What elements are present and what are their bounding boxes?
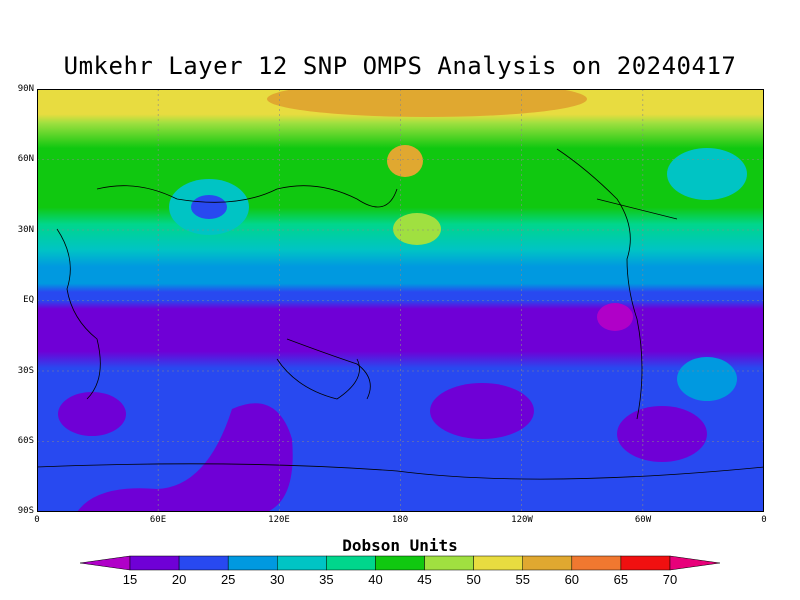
- lat-tick-label: 30N: [17, 225, 34, 235]
- colorbar-segment: [571, 555, 622, 571]
- arctic-high-region: [267, 89, 587, 117]
- colorbar-segment: [375, 555, 425, 571]
- lat-tick-label: 60S: [17, 436, 34, 446]
- lat-tick-label: 90N: [17, 84, 34, 94]
- colorbar-segment: [277, 555, 327, 571]
- atlantic-low-region: [667, 148, 747, 200]
- grid-lines: [37, 89, 764, 512]
- lon-tick-label: 180: [391, 515, 409, 525]
- lon-tick-label: 0: [34, 515, 40, 525]
- antarctic-min-region: [77, 403, 293, 512]
- colorbar: [79, 555, 721, 571]
- lat-tick-label: EQ: [23, 295, 34, 305]
- colorbar-segment: [227, 555, 278, 571]
- colorbar-level-label: 20: [171, 572, 187, 587]
- colorbar-segment: [129, 555, 180, 571]
- south-atlantic-high-region: [677, 357, 737, 401]
- south-indian-min-region: [58, 392, 126, 436]
- coastlines: [37, 148, 764, 480]
- europe-min-region: [191, 195, 227, 219]
- lat-tick-label: 60N: [17, 154, 34, 164]
- colorbar-level-label: 40: [368, 572, 383, 587]
- colorbar-segment: [620, 555, 671, 571]
- colorbar-high-arrow: [669, 555, 721, 571]
- lon-tick-label: 120E: [268, 515, 290, 525]
- colorbar-units-label: Dobson Units: [342, 536, 458, 555]
- lon-tick-label: 120W: [511, 515, 533, 525]
- chart-title: Umkehr Layer 12 SNP OMPS Analysis on 202…: [63, 52, 737, 80]
- map-plot-area: [37, 89, 764, 512]
- lon-tick-label: 60E: [149, 515, 167, 525]
- colorbar-segment: [178, 555, 229, 571]
- colorbar-level-label: 15: [122, 572, 138, 587]
- south-america-min-region: [597, 303, 633, 331]
- lat-tick-label: 30S: [17, 366, 34, 376]
- colorbar-segment: [424, 555, 474, 571]
- colorbar-level-label: 25: [220, 572, 236, 587]
- colorbar-segment: [326, 555, 376, 571]
- lat-tick-label: 90S: [17, 506, 34, 516]
- ozone-map: [37, 89, 764, 512]
- siberian-high-region: [387, 145, 423, 177]
- drake-min-region: [617, 406, 707, 462]
- colorbar-level-label: 30: [270, 572, 285, 587]
- colorbar-level-label: 60: [564, 572, 580, 587]
- colorbar-segment: [522, 555, 573, 571]
- lon-tick-label: 60W: [634, 515, 652, 525]
- colorbar-segment: [473, 555, 523, 571]
- colorbar-low-arrow: [79, 555, 131, 571]
- map-frame: [37, 89, 764, 512]
- colorbar-level-label: 70: [662, 572, 678, 587]
- colorbar-level-label: 50: [466, 572, 481, 587]
- colorbar-level-label: 35: [319, 572, 334, 587]
- colorbar-level-label: 45: [417, 572, 432, 587]
- lon-tick-label: 0: [761, 515, 767, 525]
- colorbar-level-label: 65: [613, 572, 629, 587]
- pacific-high-region: [393, 213, 441, 245]
- colorbar-level-label: 55: [515, 572, 530, 587]
- south-pacific-min-region: [430, 383, 534, 439]
